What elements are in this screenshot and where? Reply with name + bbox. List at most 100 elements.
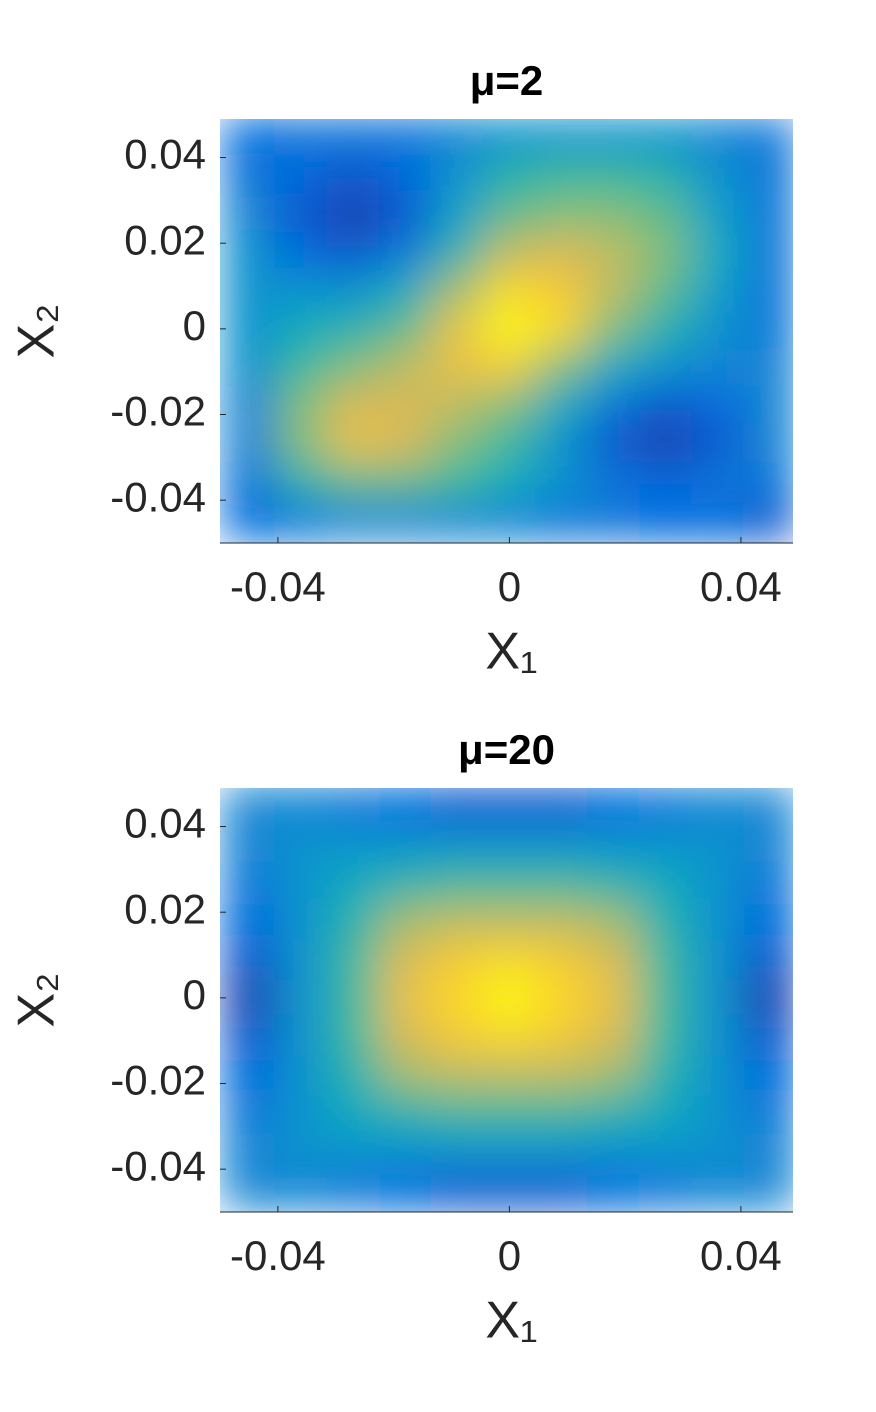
heatmap-cell [222, 193, 276, 233]
heatmap-cell [378, 270, 432, 311]
heatmap-cell [691, 347, 745, 388]
heatmap-cell [274, 309, 328, 349]
heatmap-cell [743, 1132, 793, 1172]
heatmap-cell [743, 900, 793, 941]
heatmap-cell [639, 939, 693, 980]
heatmap-cell [326, 424, 380, 465]
heatmap-cell [274, 978, 328, 1018]
heatmap-cell [743, 154, 793, 195]
heatmap-cell [587, 900, 641, 941]
heatmap-cell [274, 788, 328, 825]
heatmap-cell [222, 119, 276, 156]
heatmap-cell [326, 193, 380, 233]
plot-area [222, 119, 793, 542]
x-tick-label: 0 [498, 1232, 521, 1279]
heatmap-cell [482, 424, 536, 465]
heatmap-cell [743, 1055, 793, 1095]
heatmap-cell [274, 501, 328, 542]
heatmap-cell [482, 347, 536, 388]
heatmap-cell [534, 862, 589, 902]
heatmap-cell [691, 1170, 745, 1211]
y-tick-label: 0 [183, 971, 206, 1018]
heatmap-cell [587, 1016, 641, 1057]
heatmap-cell [222, 270, 276, 311]
heatmap-cell [482, 154, 536, 195]
heatmap-cell [587, 270, 641, 311]
heatmap-cell [639, 347, 693, 388]
heatmap-cell [378, 1132, 432, 1172]
heatmap-cell [743, 231, 793, 272]
heatmap-cell [639, 1132, 693, 1172]
heatmap-cell [222, 386, 276, 426]
heatmap-cell [587, 788, 641, 825]
heatmap-cell [534, 347, 589, 388]
heatmap-cell [534, 463, 589, 503]
heatmap-cell [743, 1170, 793, 1211]
heatmap-cell [639, 862, 693, 902]
heatmap-cell [587, 978, 641, 1018]
heatmap-cell [326, 231, 380, 272]
heatmap-cell [534, 231, 589, 272]
heatmap-cell [326, 463, 380, 503]
heatmap-cell [222, 424, 276, 465]
heatmap-cell [274, 463, 328, 503]
heatmap-cell [691, 900, 745, 941]
heatmap-cell [274, 1170, 328, 1211]
heatmap-cell [587, 1170, 641, 1211]
y-axis-label: X₂ [8, 973, 66, 1028]
heatmap-cell [482, 823, 536, 864]
heatmap-cell [378, 119, 432, 156]
x-tick-label: -0.04 [230, 1232, 326, 1279]
heatmap-cell [691, 978, 745, 1018]
heatmap-cell [326, 862, 380, 902]
heatmap-cell [482, 270, 536, 311]
heatmap-cell [482, 231, 536, 272]
heatmap-cell [378, 939, 432, 980]
heatmap-cell [639, 154, 693, 195]
heatmap-cell [587, 1132, 641, 1172]
heatmap-cell [587, 386, 641, 426]
x-tick-label: 0.04 [700, 563, 782, 610]
heatmap-cell [430, 900, 484, 941]
heatmap-cell [222, 501, 276, 542]
heatmap-cell [378, 501, 432, 542]
heatmap-cell [691, 862, 745, 902]
heatmap-cell [482, 862, 536, 902]
heatmap-cell [274, 1055, 328, 1095]
heatmap-cell [587, 862, 641, 902]
heatmap-cell [639, 823, 693, 864]
heatmap-cell [587, 424, 641, 465]
heatmap-cell [482, 939, 536, 980]
heatmap-cell [222, 1170, 276, 1211]
heatmap-cell [534, 154, 589, 195]
heatmap-cell [430, 1093, 484, 1134]
heatmap-cell [639, 1170, 693, 1211]
heatmap-cell [639, 788, 693, 825]
heatmap-cell [534, 1170, 589, 1211]
heatmap-cell [743, 119, 793, 156]
heatmap-cell [743, 862, 793, 902]
heatmap-cell [587, 1055, 641, 1095]
heatmap-cell [378, 386, 432, 426]
heatmap-cell [639, 900, 693, 941]
heatmap-cell [222, 823, 276, 864]
heatmap-cell [222, 1016, 276, 1057]
heatmap-cell [222, 347, 276, 388]
heatmap-cell [274, 347, 328, 388]
heatmap-cell [430, 1170, 484, 1211]
heatmap-cell [430, 862, 484, 902]
heatmap-cell [274, 119, 328, 156]
heatmap-cell [587, 193, 641, 233]
heatmap-cell [326, 939, 380, 980]
heatmap-cell [534, 939, 589, 980]
heatmap-cell [326, 1132, 380, 1172]
heatmap-cell [378, 823, 432, 864]
heatmap-cell [274, 231, 328, 272]
x-axis-label: X₁ [485, 1292, 537, 1350]
heatmap-cell [430, 463, 484, 503]
heatmap-cell [587, 501, 641, 542]
heatmap-cell [378, 347, 432, 388]
heatmap-cell [274, 1132, 328, 1172]
heatmap-cell [274, 823, 328, 864]
